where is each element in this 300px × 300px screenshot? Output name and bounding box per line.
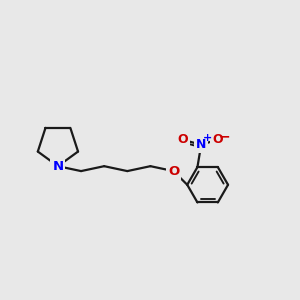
Text: N: N [196,138,206,151]
Text: +: + [203,133,212,143]
Text: O: O [212,133,223,146]
Text: −: − [219,129,231,143]
Text: O: O [177,133,188,146]
Text: N: N [52,160,64,173]
Text: O: O [168,165,179,178]
